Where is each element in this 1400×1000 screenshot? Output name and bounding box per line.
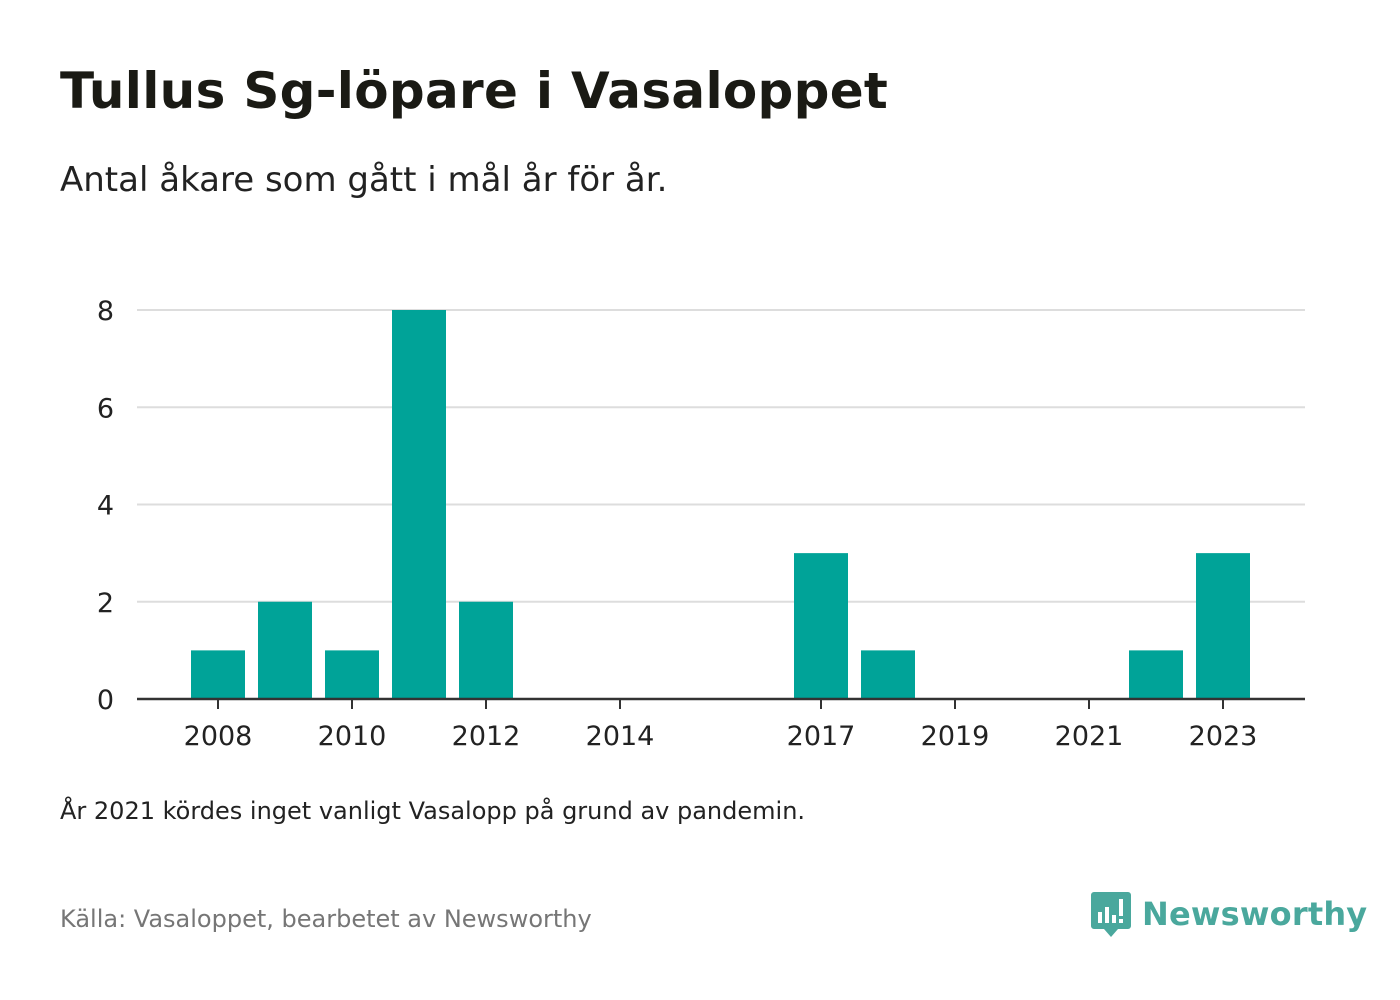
bar-2022	[1129, 650, 1183, 699]
x-tick-label: 2008	[184, 721, 253, 752]
bar-2008	[191, 650, 245, 699]
bar-2018	[861, 650, 915, 699]
newsworthy-logo[interactable]: Newsworthy	[1090, 890, 1367, 938]
bar-chart: 0 2 4 6 8 2008 2010 2012 2014 2017 2019 2021 2023	[97, 296, 1305, 752]
bar-2010	[325, 650, 379, 699]
source-text: Källa: Vasaloppet, bearbetet av Newswort…	[60, 905, 592, 933]
bar-2012	[459, 601, 513, 699]
x-tick-label: 2012	[452, 721, 521, 752]
chart-subtitle: Antal åkare som gått i mål år för år.	[60, 160, 668, 200]
chart-title: Tullus Sg-löpare i Vasaloppet	[60, 62, 889, 120]
x-tick-label: 2019	[921, 721, 990, 752]
axes: 0 2 4 6 8 2008 2010 2012 2014 2017 2019 2021 2023	[97, 296, 1305, 752]
bar-2023	[1196, 553, 1250, 699]
grid-lines	[137, 309, 1305, 603]
y-tick-label: 4	[97, 491, 114, 522]
y-tick-label: 0	[97, 685, 114, 716]
bar-2017	[794, 553, 848, 699]
x-tick-label: 2010	[318, 721, 387, 752]
x-tick-label: 2017	[787, 721, 856, 752]
x-tick-label: 2023	[1189, 721, 1258, 752]
x-tick-label: 2021	[1055, 721, 1124, 752]
x-tick-label: 2014	[586, 721, 655, 752]
y-tick-label: 8	[97, 296, 114, 327]
bar-2011	[392, 310, 446, 699]
bars	[191, 310, 1250, 699]
y-tick-label: 2	[97, 588, 114, 619]
y-tick-label: 6	[97, 393, 114, 424]
chart-note: År 2021 kördes inget vanligt Vasalopp på…	[60, 797, 806, 825]
logo-text: Newsworthy	[1142, 895, 1368, 933]
newsworthy-logo-icon	[1091, 892, 1131, 937]
bar-2009	[258, 601, 312, 699]
